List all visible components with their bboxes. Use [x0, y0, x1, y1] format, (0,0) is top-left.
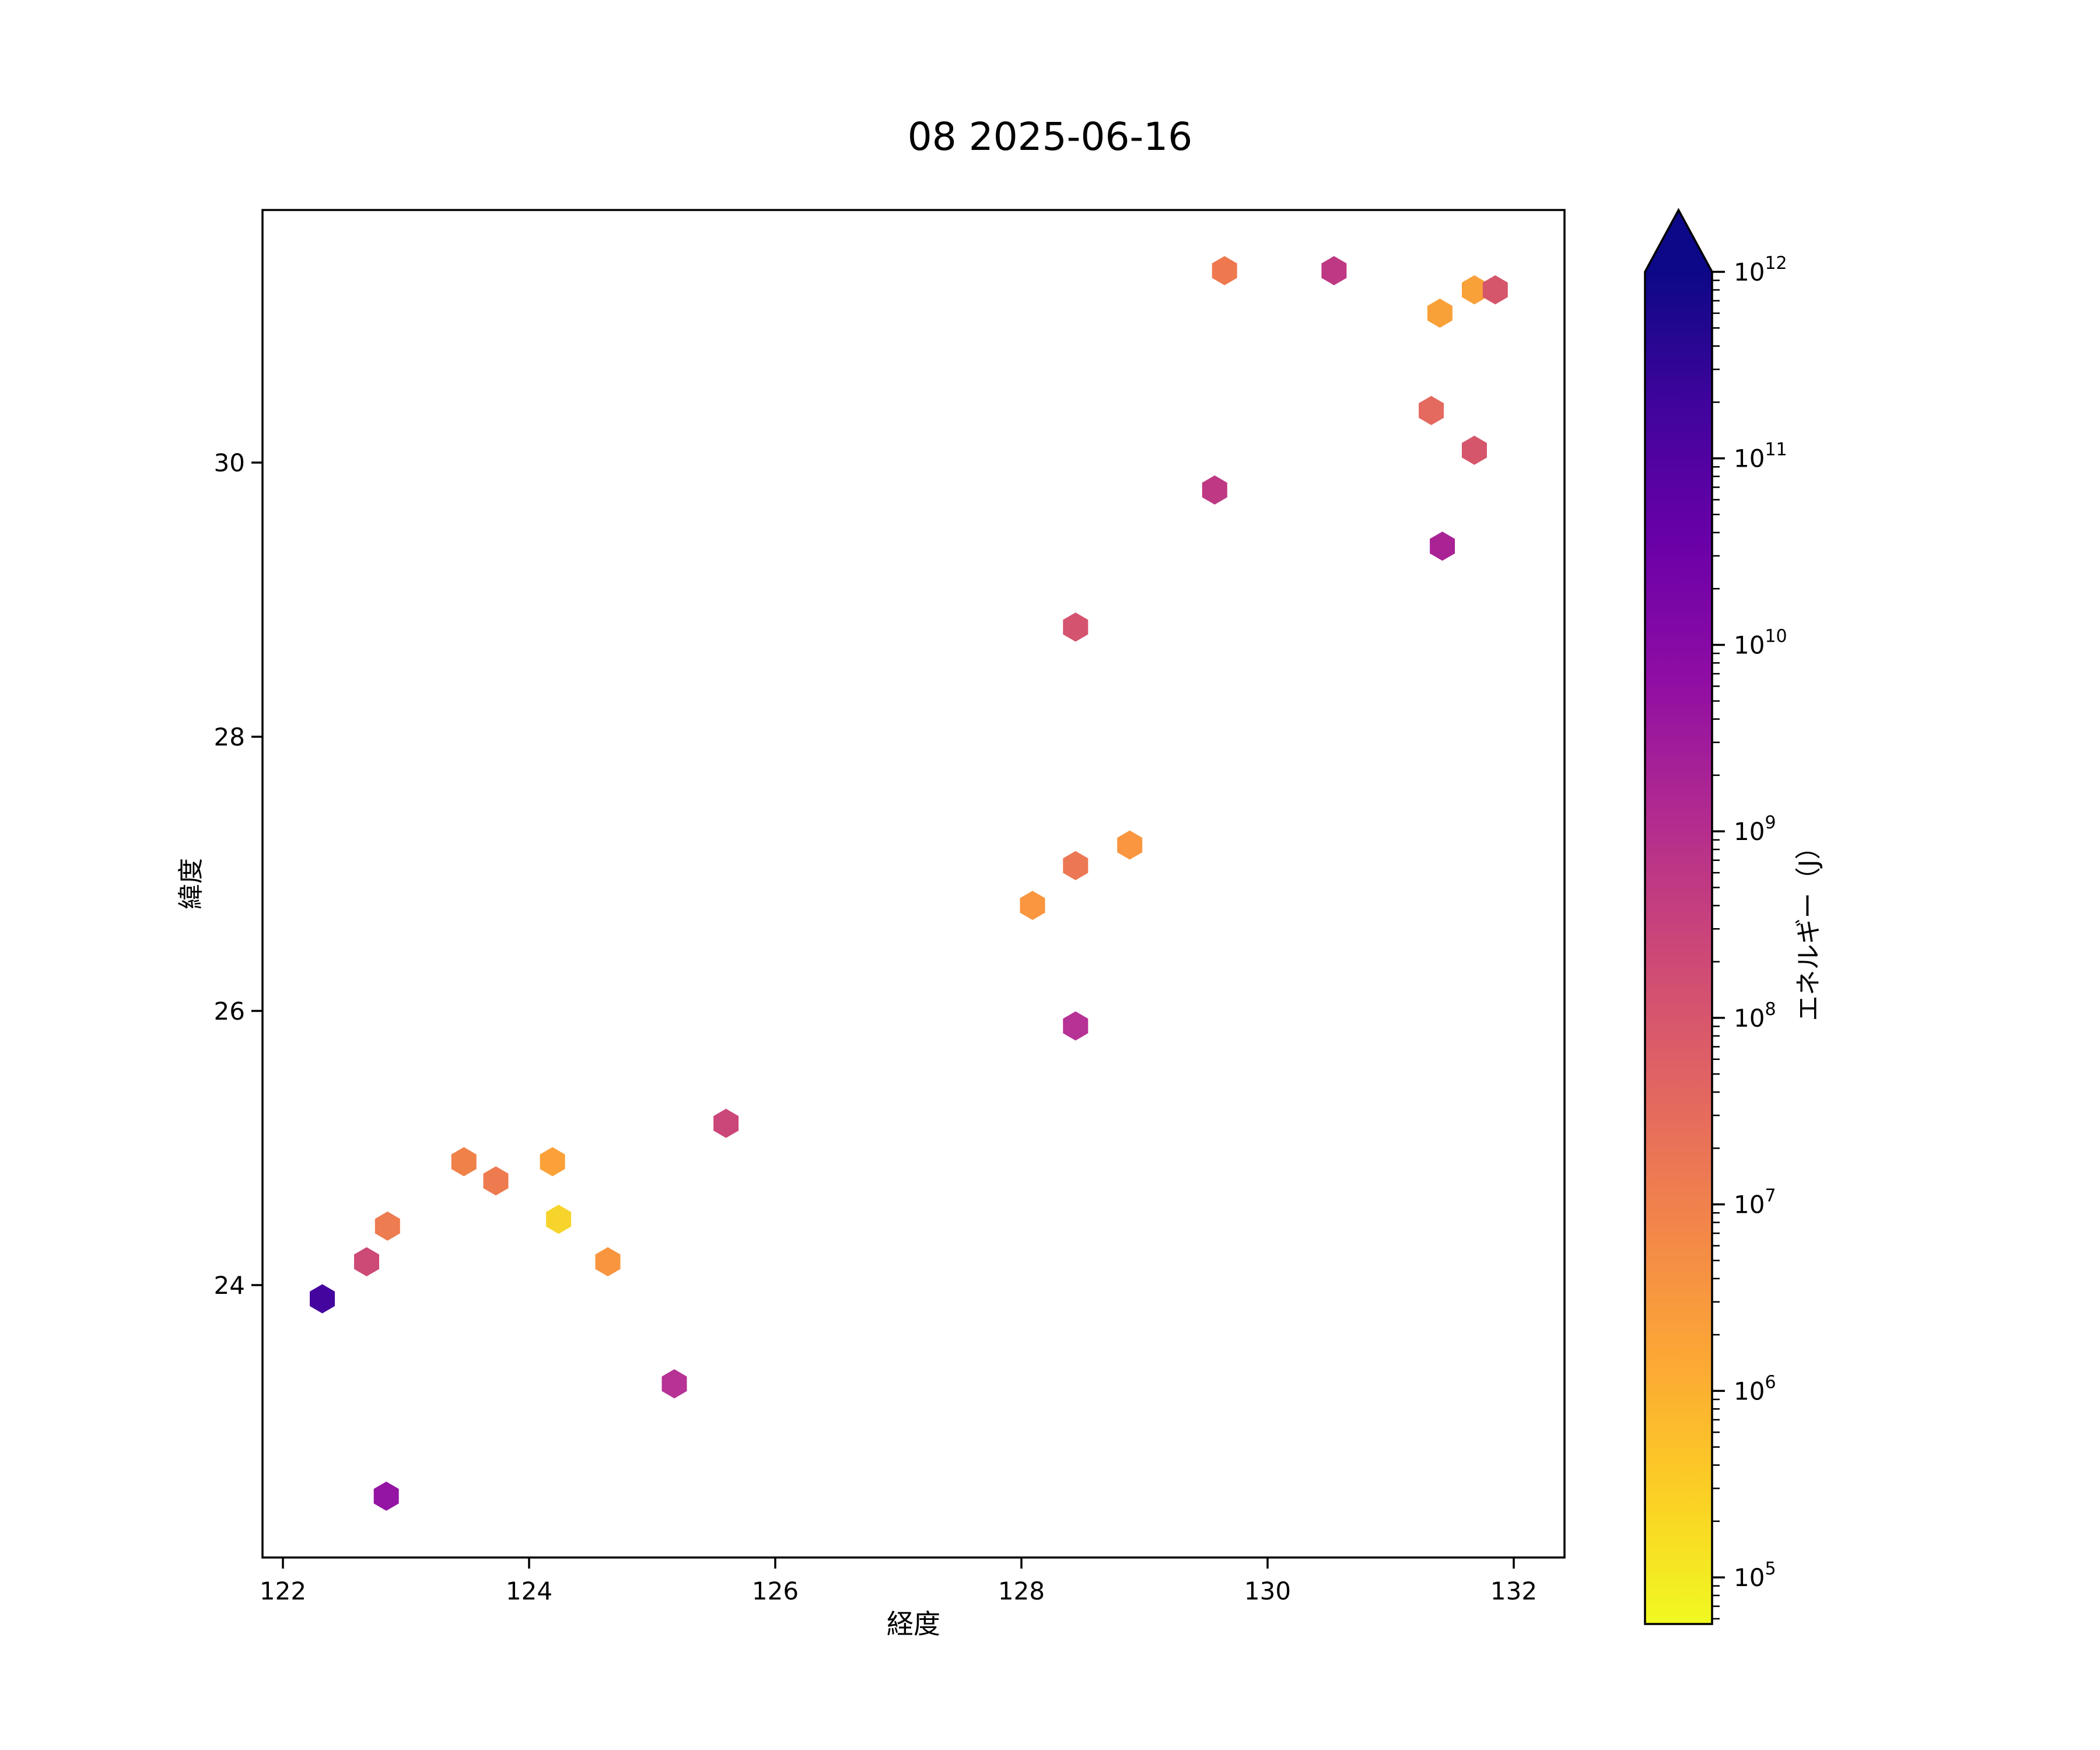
data-point-hexagon [1427, 298, 1452, 328]
colorbar-tick-label: 108 [1734, 999, 1776, 1032]
data-point-hexagon [374, 1211, 400, 1241]
data-point-hexagon [1063, 850, 1088, 880]
data-point-hexagon [1430, 531, 1455, 561]
colorbar-extend-arrow [1645, 210, 1712, 272]
x-tick-label: 122 [260, 1577, 306, 1605]
colorbar-tick-label: 1011 [1734, 440, 1787, 473]
data-point-hexagon [310, 1284, 335, 1314]
colorbar-tick-label: 107 [1734, 1186, 1776, 1219]
y-tick-label: 24 [214, 1271, 245, 1300]
data-point-hexagon [546, 1205, 572, 1234]
data-point-hexagon [1462, 275, 1487, 304]
colorbar-tick-label: 109 [1734, 813, 1776, 846]
data-point-hexagon [1419, 396, 1444, 425]
data-point-hexagon [595, 1247, 621, 1276]
colorbar-tick-label: 1010 [1734, 626, 1787, 659]
data-point-hexagon [373, 1481, 399, 1511]
y-tick-label: 28 [214, 723, 245, 751]
data-point-hexagon [713, 1108, 739, 1138]
x-tick-label: 130 [1244, 1577, 1291, 1605]
x-tick-label: 132 [1490, 1577, 1537, 1605]
x-tick-label: 126 [752, 1577, 799, 1605]
data-point-hexagon [1321, 256, 1347, 285]
colorbar-outline [1644, 208, 1713, 1625]
data-point-hexagon [1482, 275, 1508, 304]
data-point-hexagon [1212, 256, 1237, 285]
axes-frame [261, 209, 1566, 1559]
colorbar-tick-label: 1012 [1734, 253, 1787, 286]
data-point-hexagon [662, 1369, 687, 1399]
colorbar-tick-label: 106 [1734, 1372, 1776, 1405]
data-point-hexagon [1063, 1011, 1088, 1041]
colorbar-tick-label: 105 [1734, 1559, 1776, 1592]
data-point-hexagon [1117, 830, 1143, 860]
y-tick-label: 26 [214, 997, 245, 1026]
chart-title: 08 2025-06-16 [907, 114, 1193, 159]
x-tick-label: 128 [998, 1577, 1045, 1605]
x-tick-label: 124 [506, 1577, 552, 1605]
data-point-hexagon [1063, 612, 1088, 642]
y-tick-label: 30 [214, 449, 245, 477]
data-point-hexagon [540, 1147, 565, 1177]
data-point-hexagon [354, 1247, 379, 1276]
x-axis-label: 経度 [887, 1608, 940, 1640]
data-point-hexagon [1202, 475, 1227, 505]
data-point-hexagon [483, 1166, 509, 1196]
data-point-hexagon [1020, 891, 1045, 921]
colorbar-bar [1645, 272, 1712, 1624]
data-point-hexagon [1462, 435, 1487, 465]
data-point-hexagon [451, 1147, 477, 1177]
